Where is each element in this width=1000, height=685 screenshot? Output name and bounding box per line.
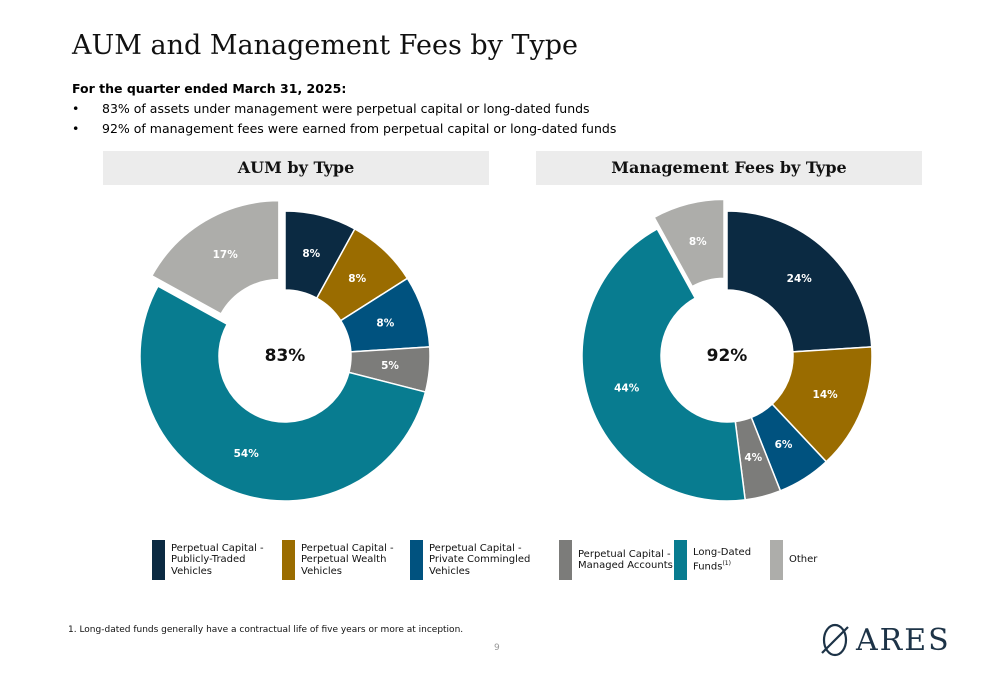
legend-swatch bbox=[770, 540, 783, 580]
bullet-list: • 83% of assets under management were pe… bbox=[72, 99, 616, 139]
aum-slice-4 bbox=[139, 285, 427, 502]
ares-logo: ARES bbox=[818, 620, 951, 660]
fees-slice-label-3: 4% bbox=[744, 452, 762, 464]
aum-chart-header: AUM by Type bbox=[103, 151, 489, 185]
legend-label: Perpetual Capital - Private Commingled V… bbox=[429, 542, 531, 577]
bullet-text: 83% of assets under management were perp… bbox=[102, 101, 590, 116]
legend-label: Other bbox=[789, 554, 818, 566]
legend-item-other: Other bbox=[770, 540, 817, 580]
footnote-ref: (1) bbox=[722, 560, 731, 568]
fees-slice-label-2: 6% bbox=[775, 439, 793, 451]
aum-slice-label-2: 8% bbox=[376, 317, 394, 329]
footnote: 1. Long-dated funds generally have a con… bbox=[68, 625, 464, 635]
legend-label: Perpetual Capital - Managed Accounts bbox=[578, 548, 673, 572]
fees-chart-header: Management Fees by Type bbox=[536, 151, 922, 185]
aum-slice-5 bbox=[150, 199, 280, 315]
fees-donut-chart: 24% 14% 6% 4% 44% 8% 92% bbox=[581, 198, 873, 502]
legend-label-text: Long-Dated Funds bbox=[693, 546, 752, 573]
fees-slice-5 bbox=[653, 198, 725, 288]
aum-slice-label-1: 8% bbox=[348, 273, 366, 285]
legend-item-perpetual-wealth: Perpetual Capital - Perpetual Wealth Veh… bbox=[282, 540, 394, 580]
legend-label: Perpetual Capital - Publicly-Traded Vehi… bbox=[171, 542, 264, 577]
legend-swatch bbox=[282, 540, 295, 580]
legend-swatch bbox=[674, 540, 687, 580]
fees-slice-label-0: 24% bbox=[787, 273, 813, 285]
aum-slice-label-5: 17% bbox=[213, 249, 239, 261]
ares-logo-wordmark: ARES bbox=[856, 622, 951, 658]
bullet-marker: • bbox=[72, 101, 80, 116]
legend-label: Perpetual Capital - Perpetual Wealth Veh… bbox=[301, 542, 394, 577]
aum-slice-label-0: 8% bbox=[302, 248, 320, 260]
aum-slice-label-4: 54% bbox=[234, 448, 260, 460]
bullet-item: • 83% of assets under management were pe… bbox=[72, 99, 616, 119]
fees-slice-0 bbox=[726, 210, 873, 353]
legend-swatch bbox=[559, 540, 572, 580]
fees-slice-4 bbox=[581, 227, 747, 502]
bullet-text: 92% of management fees were earned from … bbox=[102, 121, 617, 136]
bullet-marker: • bbox=[72, 121, 80, 136]
legend-item-private-commingled: Perpetual Capital - Private Commingled V… bbox=[410, 540, 530, 580]
page-number: 9 bbox=[494, 643, 500, 653]
legend-swatch bbox=[152, 540, 165, 580]
ares-logo-icon bbox=[821, 623, 849, 657]
page-title: AUM and Management Fees by Type bbox=[72, 30, 579, 61]
bullet-item: • 92% of management fees were earned fro… bbox=[72, 119, 616, 139]
aum-slice-label-3: 5% bbox=[381, 360, 399, 372]
aum-center-label: 83% bbox=[265, 346, 306, 366]
legend-item-long-dated-funds: Long-Dated Funds(1) bbox=[674, 540, 751, 580]
fees-slice-label-5: 8% bbox=[689, 236, 707, 248]
subheading: For the quarter ended March 31, 2025: bbox=[72, 81, 347, 96]
fees-slice-label-1: 14% bbox=[813, 389, 839, 401]
legend-swatch bbox=[410, 540, 423, 580]
fees-slice-label-4: 44% bbox=[614, 383, 640, 395]
chart-legend: Perpetual Capital - Publicly-Traded Vehi… bbox=[152, 540, 832, 582]
legend-label: Long-Dated Funds(1) bbox=[693, 547, 751, 573]
aum-donut-chart: 8% 8% 8% 5% 54% 17% 83% bbox=[139, 199, 431, 502]
fees-center-label: 92% bbox=[707, 346, 748, 366]
legend-item-publicly-traded: Perpetual Capital - Publicly-Traded Vehi… bbox=[152, 540, 264, 580]
legend-item-managed-accounts: Perpetual Capital - Managed Accounts bbox=[559, 540, 673, 580]
